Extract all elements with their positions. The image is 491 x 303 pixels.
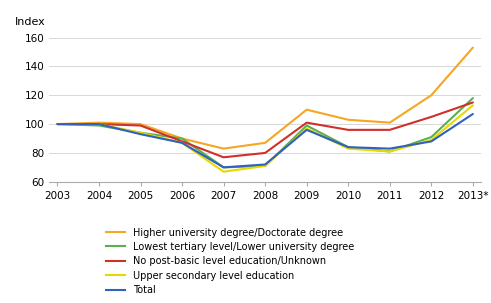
Upper secondary level education	[137, 131, 143, 135]
Upper secondary level education	[96, 122, 102, 126]
No post-basic level education/Unknown	[470, 101, 476, 104]
Lowest tertiary level/Lower university degree	[428, 135, 434, 139]
Higher university degree/Doctorate degree	[96, 121, 102, 125]
Total	[428, 140, 434, 143]
Total	[304, 128, 310, 132]
Upper secondary level education	[345, 147, 351, 150]
Line: Upper secondary level education: Upper secondary level education	[57, 105, 473, 172]
Line: Total: Total	[57, 114, 473, 167]
Text: Index: Index	[15, 17, 45, 27]
Lowest tertiary level/Lower university degree	[387, 150, 393, 153]
Upper secondary level education	[55, 122, 60, 126]
Upper secondary level education	[262, 164, 268, 168]
Line: No post-basic level education/Unknown: No post-basic level education/Unknown	[57, 102, 473, 157]
Upper secondary level education	[387, 150, 393, 153]
Total	[220, 165, 226, 169]
Higher university degree/Doctorate degree	[55, 122, 60, 126]
Upper secondary level education	[304, 127, 310, 130]
Upper secondary level education	[179, 141, 185, 145]
No post-basic level education/Unknown	[387, 128, 393, 132]
Higher university degree/Doctorate degree	[428, 93, 434, 97]
Total	[262, 163, 268, 166]
Upper secondary level education	[470, 104, 476, 107]
Higher university degree/Doctorate degree	[179, 137, 185, 140]
No post-basic level education/Unknown	[345, 128, 351, 132]
No post-basic level education/Unknown	[428, 115, 434, 119]
No post-basic level education/Unknown	[220, 155, 226, 159]
No post-basic level education/Unknown	[304, 121, 310, 125]
Lowest tertiary level/Lower university degree	[179, 137, 185, 140]
Lowest tertiary level/Lower university degree	[55, 122, 60, 126]
Total	[470, 112, 476, 116]
Higher university degree/Doctorate degree	[262, 141, 268, 145]
Total	[179, 141, 185, 145]
Legend: Higher university degree/Doctorate degree, Lowest tertiary level/Lower universit: Higher university degree/Doctorate degre…	[106, 228, 355, 295]
No post-basic level education/Unknown	[179, 140, 185, 143]
Lowest tertiary level/Lower university degree	[304, 124, 310, 127]
Higher university degree/Doctorate degree	[345, 118, 351, 122]
Upper secondary level education	[428, 138, 434, 142]
Line: Lowest tertiary level/Lower university degree: Lowest tertiary level/Lower university d…	[57, 98, 473, 167]
Total	[137, 132, 143, 136]
No post-basic level education/Unknown	[137, 124, 143, 127]
No post-basic level education/Unknown	[96, 122, 102, 126]
Total	[96, 122, 102, 126]
Lowest tertiary level/Lower university degree	[345, 145, 351, 149]
Lowest tertiary level/Lower university degree	[96, 124, 102, 127]
Lowest tertiary level/Lower university degree	[262, 164, 268, 168]
Higher university degree/Doctorate degree	[137, 122, 143, 126]
Total	[387, 147, 393, 150]
Higher university degree/Doctorate degree	[220, 147, 226, 150]
Higher university degree/Doctorate degree	[470, 46, 476, 49]
Upper secondary level education	[220, 170, 226, 174]
Higher university degree/Doctorate degree	[304, 108, 310, 112]
Total	[55, 122, 60, 126]
No post-basic level education/Unknown	[55, 122, 60, 126]
Lowest tertiary level/Lower university degree	[220, 165, 226, 169]
Lowest tertiary level/Lower university degree	[137, 131, 143, 135]
Lowest tertiary level/Lower university degree	[470, 96, 476, 100]
No post-basic level education/Unknown	[262, 151, 268, 155]
Higher university degree/Doctorate degree	[387, 121, 393, 125]
Line: Higher university degree/Doctorate degree: Higher university degree/Doctorate degre…	[57, 48, 473, 148]
Total	[345, 145, 351, 149]
